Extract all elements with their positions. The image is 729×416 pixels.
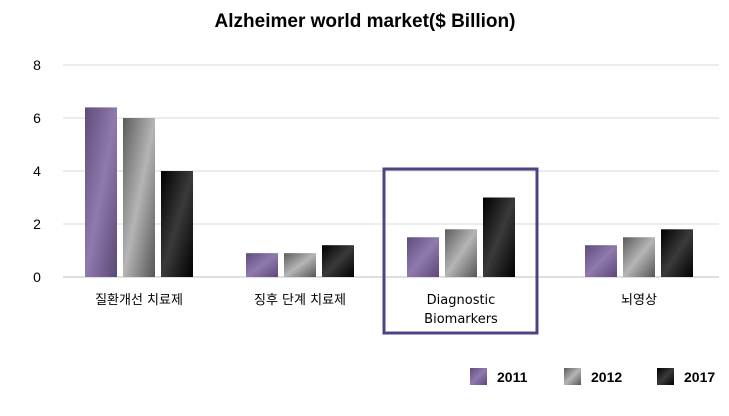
legend-label-2011: 2011 bbox=[497, 369, 528, 385]
legend-swatch-2011 bbox=[470, 368, 487, 385]
bars bbox=[85, 107, 693, 278]
category-label: 뇌영상 bbox=[621, 293, 657, 308]
bar-2011-0 bbox=[85, 107, 117, 278]
bar-2012-2 bbox=[445, 229, 477, 277]
bar-2012-0 bbox=[123, 118, 155, 277]
y-axis-ticks: 0 2 4 6 8 bbox=[33, 57, 41, 285]
legend-label-2012: 2012 bbox=[591, 369, 622, 385]
bar-2012-3 bbox=[623, 237, 655, 277]
y-tick-label: 6 bbox=[33, 110, 41, 126]
y-tick-label: 8 bbox=[33, 57, 41, 73]
category-label: Diagnostic Biomarkers bbox=[424, 293, 498, 327]
y-tick-label: 4 bbox=[33, 163, 41, 179]
highlight-box bbox=[382, 167, 539, 335]
bar-2017-0 bbox=[161, 171, 193, 277]
category-label: 질환개선 치료제 bbox=[95, 293, 183, 308]
bar-2017-3 bbox=[661, 229, 693, 277]
bar-2011-3 bbox=[585, 245, 617, 277]
legend-swatch-2017 bbox=[657, 368, 674, 385]
category-labels: 질환개선 치료제 징후 단계 치료제 Diagnostic Biomarkers 뇌영상 bbox=[95, 293, 657, 327]
legend-swatch-2012 bbox=[564, 368, 581, 385]
bar-2017-2 bbox=[483, 197, 515, 277]
bar-2011-1 bbox=[246, 253, 278, 277]
highlight-box-group bbox=[382, 167, 539, 335]
legend-label-2017: 2017 bbox=[684, 369, 715, 385]
y-tick-label: 2 bbox=[33, 216, 41, 232]
chart-title: Alzheimer world market($ Billion) bbox=[215, 11, 516, 32]
bar-2012-1 bbox=[284, 253, 316, 277]
bar-2017-1 bbox=[322, 245, 354, 277]
legend: 2011 2012 2017 bbox=[470, 368, 715, 385]
bar-2011-2 bbox=[407, 237, 439, 277]
category-label: 징후 단계 치료제 bbox=[254, 293, 346, 308]
y-tick-label: 0 bbox=[33, 269, 41, 285]
